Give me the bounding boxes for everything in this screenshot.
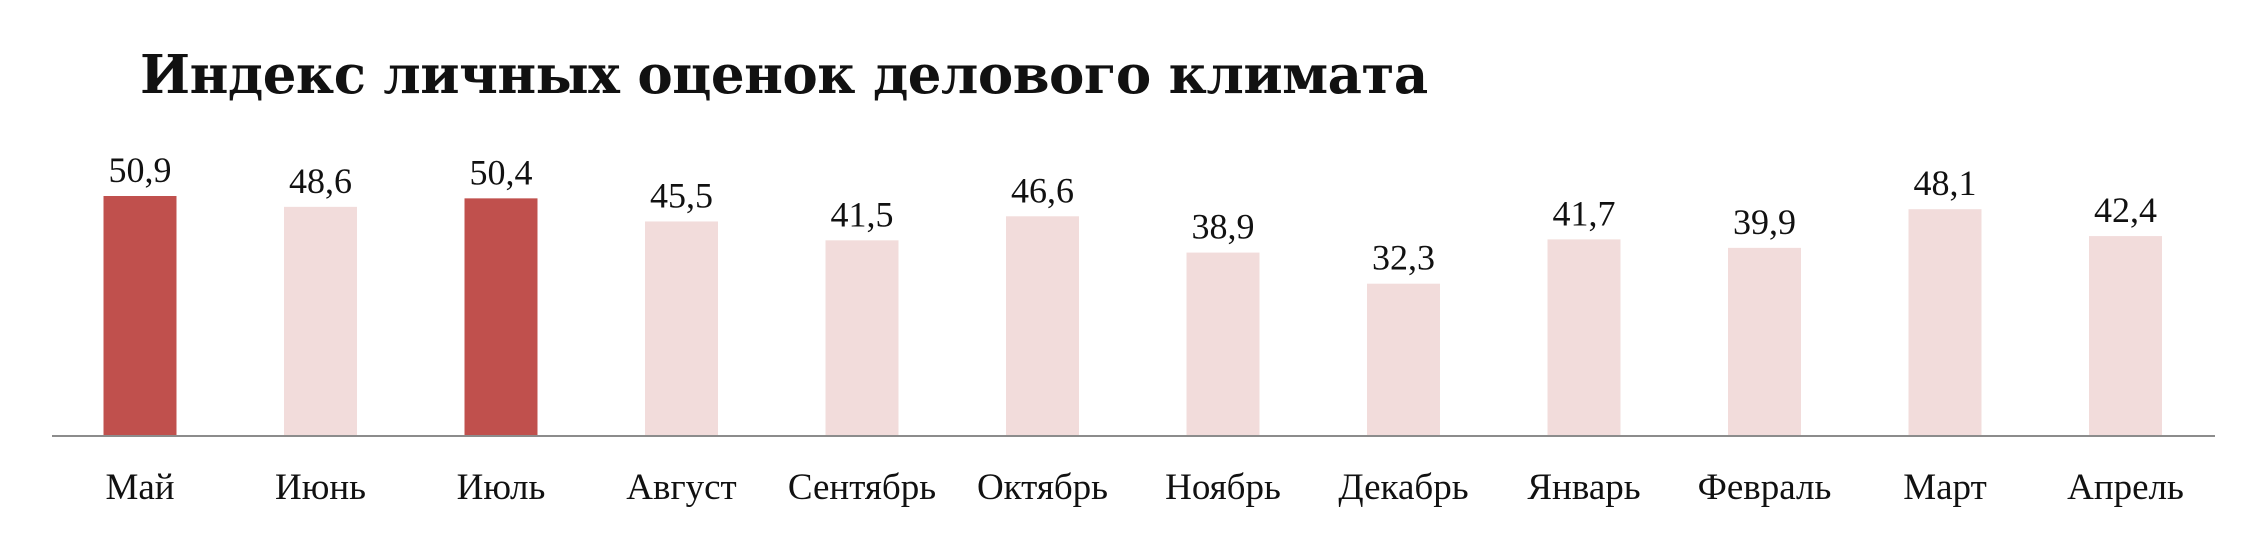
data-label-12: 42,4 bbox=[2094, 190, 2157, 230]
bar-1 bbox=[103, 196, 177, 436]
data-label-11: 48,1 bbox=[1914, 163, 1977, 203]
data-label-6: 46,6 bbox=[1011, 170, 1074, 210]
x-tick-label-4: Август bbox=[626, 467, 736, 508]
x-tick-label-6: Октябрь bbox=[977, 467, 1108, 508]
bar-6 bbox=[1006, 216, 1079, 436]
x-tick-label-2: Июнь bbox=[275, 467, 366, 508]
x-tick-label-5: Сентябрь bbox=[788, 467, 936, 508]
data-label-7: 38,9 bbox=[1192, 207, 1255, 247]
x-tick-label-7: Ноябрь bbox=[1165, 467, 1281, 508]
data-label-5: 41,5 bbox=[831, 194, 894, 234]
chart-title: Индекс личных оценок делового климата bbox=[140, 44, 1428, 106]
bar-3 bbox=[464, 198, 538, 436]
data-label-3: 50,4 bbox=[470, 152, 533, 192]
data-label-2: 48,6 bbox=[289, 161, 352, 201]
bar-5 bbox=[825, 240, 899, 436]
x-tick-label-11: Март bbox=[1903, 467, 1987, 508]
data-label-1: 50,9 bbox=[109, 150, 172, 190]
x-tick-label-12: Апрель bbox=[2067, 467, 2184, 508]
bar-4 bbox=[645, 221, 718, 436]
x-tick-label-10: Февраль bbox=[1698, 467, 1832, 508]
bar-10 bbox=[1728, 247, 1801, 436]
data-label-10: 39,9 bbox=[1733, 202, 1796, 242]
bar-9 bbox=[1547, 239, 1621, 436]
x-tick-label-8: Декабрь bbox=[1338, 467, 1468, 508]
data-label-9: 41,7 bbox=[1553, 193, 1616, 233]
x-tick-label-9: Январь bbox=[1527, 467, 1640, 508]
x-tick-label-3: Июль bbox=[457, 467, 546, 508]
data-label-8: 32,3 bbox=[1372, 238, 1435, 278]
bar-11 bbox=[1908, 209, 1982, 436]
bar-8 bbox=[1367, 283, 1440, 436]
bar-12 bbox=[2089, 236, 2162, 436]
bar-7 bbox=[1186, 252, 1260, 436]
bar-2 bbox=[284, 206, 357, 436]
x-tick-label-1: Май bbox=[105, 467, 174, 508]
data-label-4: 45,5 bbox=[650, 175, 713, 215]
